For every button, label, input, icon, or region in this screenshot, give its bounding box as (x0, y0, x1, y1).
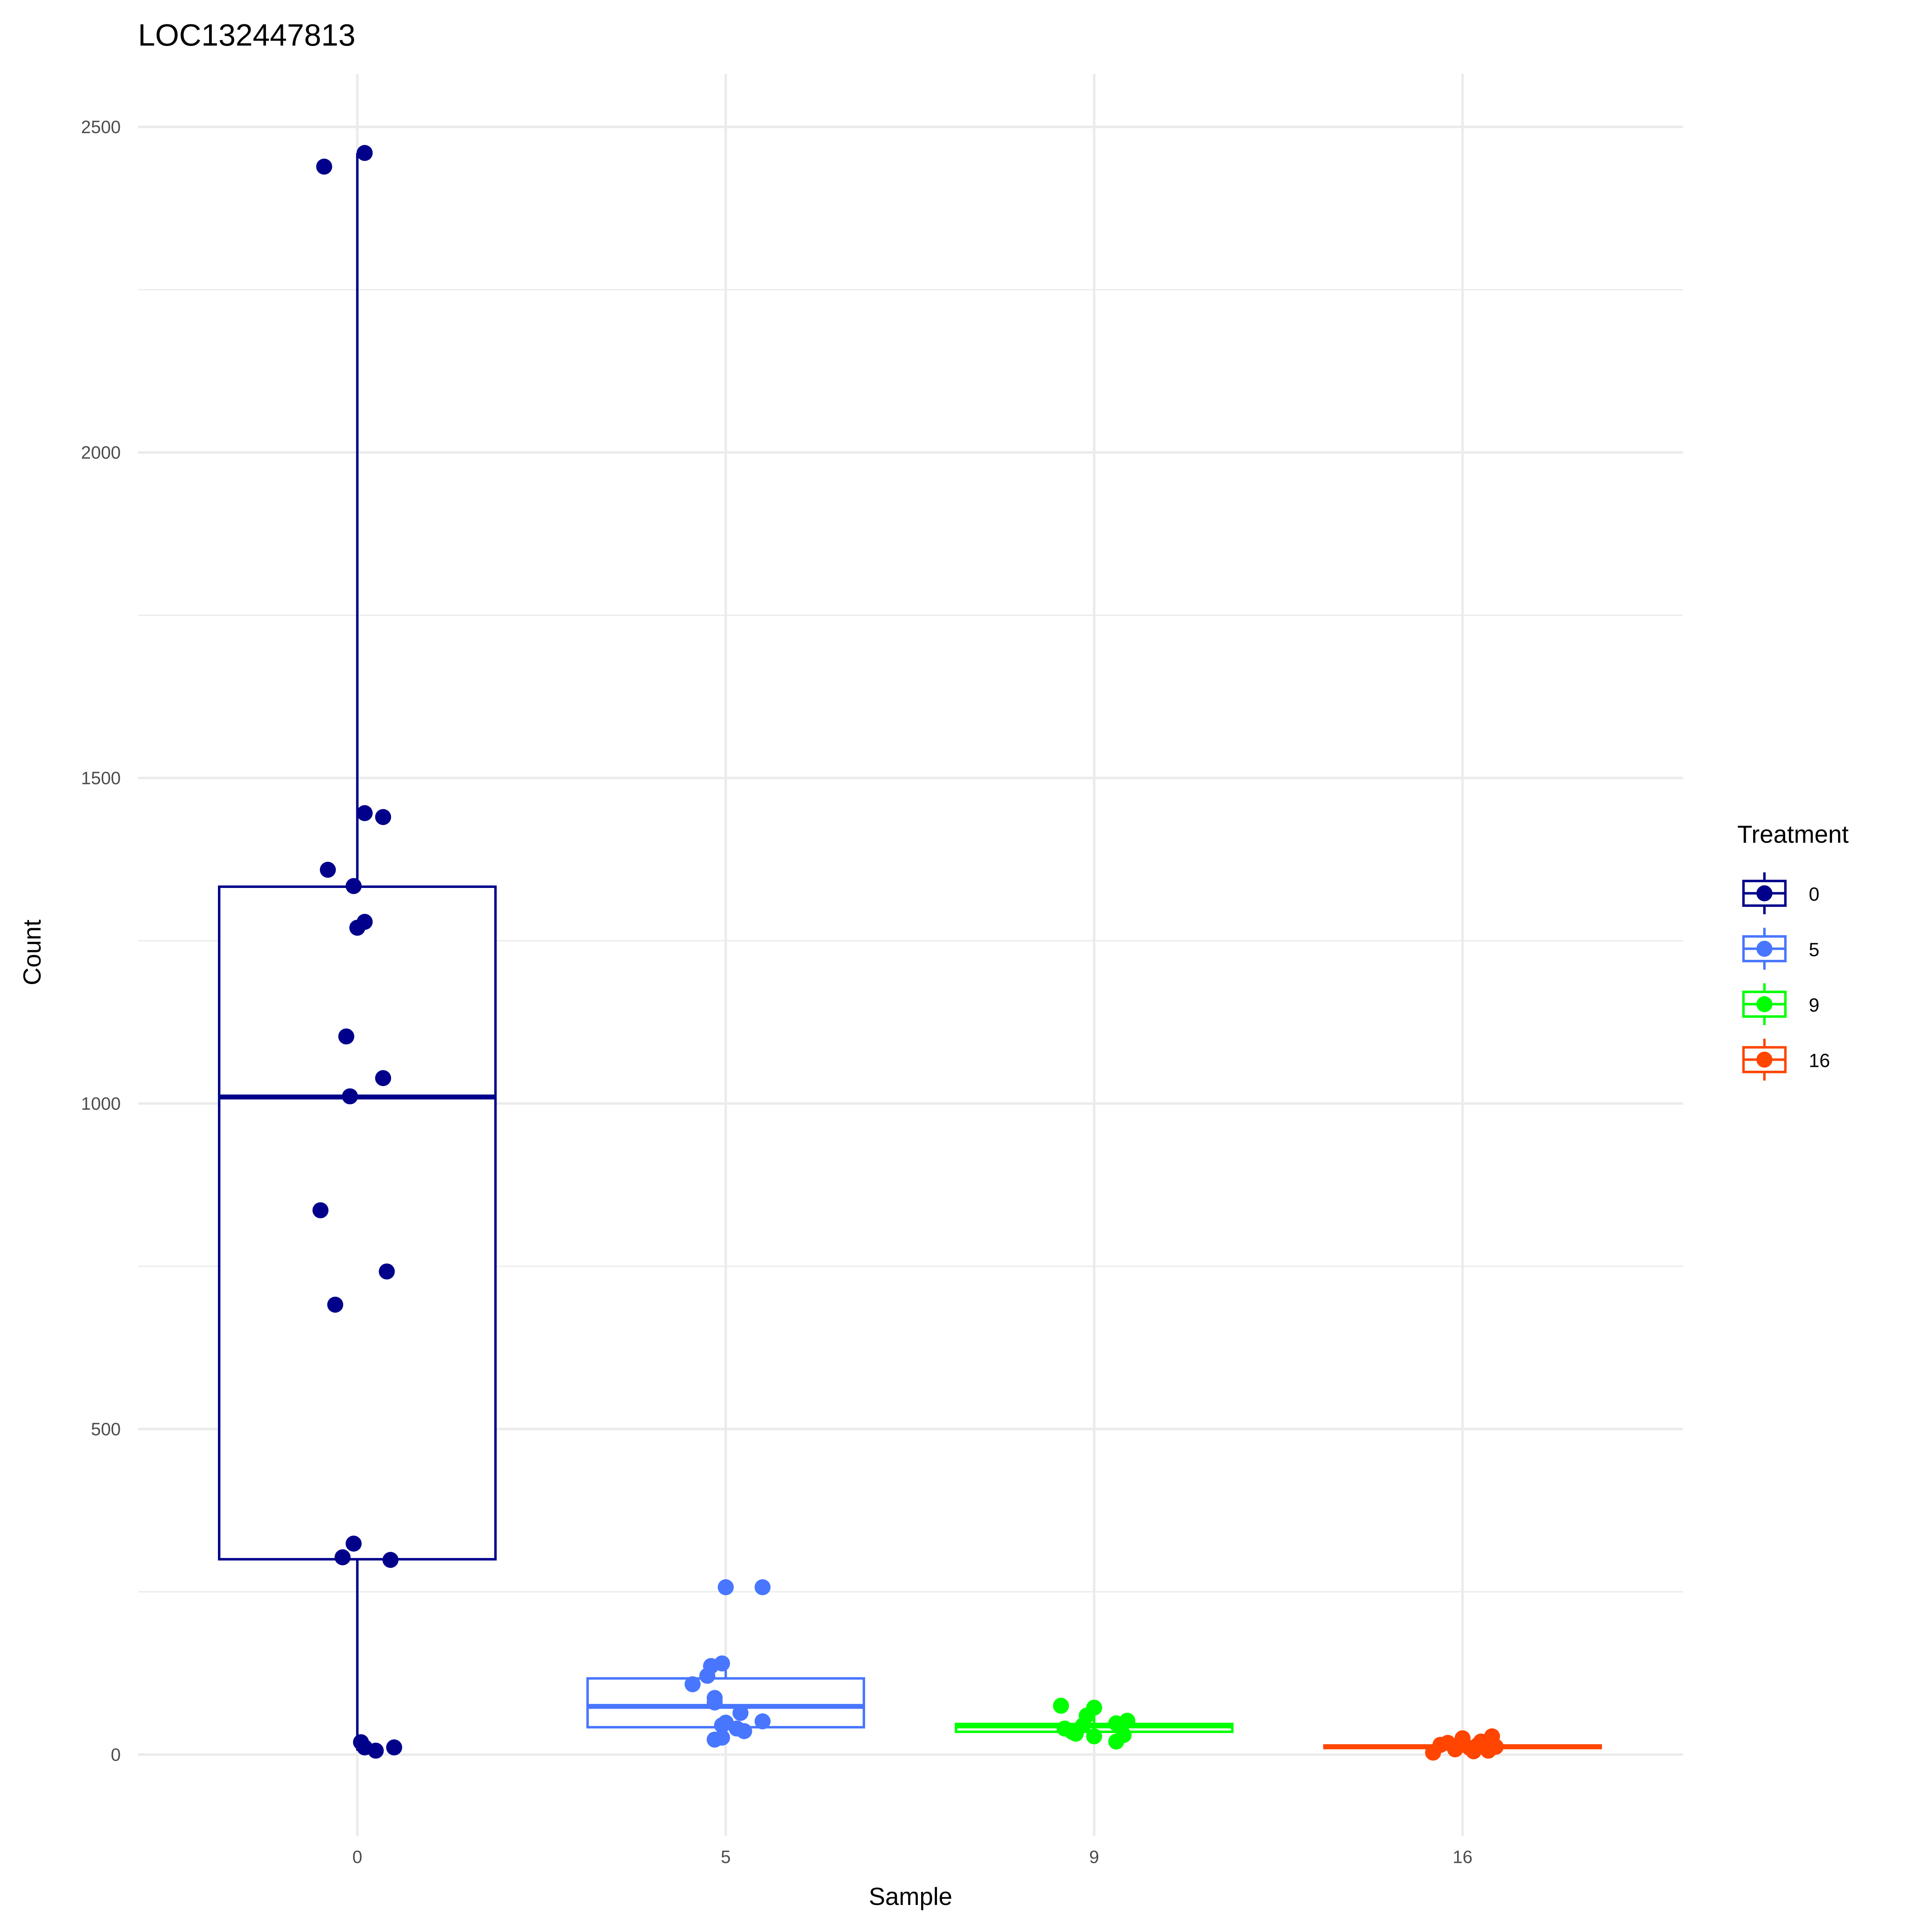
boxes (218, 153, 1602, 1753)
legend-label: 16 (1809, 1050, 1830, 1071)
data-point (718, 1579, 734, 1595)
x-tick-label: 9 (1089, 1847, 1099, 1867)
data-point (1053, 1697, 1069, 1714)
data-point (684, 1676, 701, 1692)
data-point (754, 1713, 771, 1730)
data-point (1108, 1715, 1124, 1731)
data-point (357, 145, 373, 161)
data-point (1488, 1738, 1504, 1755)
data-point (1075, 1717, 1091, 1733)
box-rect (218, 885, 497, 1561)
x-tick-label: 5 (721, 1847, 731, 1867)
data-point (375, 809, 391, 825)
data-point (334, 1549, 351, 1566)
y-tick-label: 2000 (81, 442, 121, 463)
data-point (732, 1705, 749, 1721)
data-point (349, 920, 366, 936)
legend-item-9: 9 (1742, 983, 1820, 1026)
x-axis-ticks: 0 5 9 16 (352, 1847, 1473, 1867)
x-tick-label: 16 (1452, 1847, 1472, 1867)
legend-key-point (1756, 940, 1773, 957)
y-tick-label: 500 (91, 1419, 121, 1439)
data-point (386, 1739, 402, 1756)
data-point (316, 158, 332, 175)
data-point (754, 1579, 771, 1595)
data-point (357, 805, 373, 821)
data-point (714, 1655, 730, 1672)
y-tick-label: 0 (111, 1745, 121, 1765)
data-point (706, 1694, 723, 1711)
data-point (729, 1720, 745, 1737)
data-point (714, 1717, 730, 1733)
data-point (1116, 1727, 1132, 1743)
legend-key-point (1756, 885, 1773, 901)
data-point (1086, 1728, 1102, 1745)
legend-item-0: 0 (1742, 872, 1820, 915)
data-point (327, 1296, 344, 1313)
y-tick-label: 1500 (81, 768, 121, 788)
legend-item-5: 5 (1742, 928, 1820, 970)
data-point (714, 1730, 730, 1746)
data-point (342, 1088, 358, 1105)
data-point (320, 862, 336, 878)
legend-label: 0 (1809, 884, 1819, 905)
data-point (345, 878, 362, 894)
x-axis-title: Sample (869, 1883, 952, 1910)
x-tick-label: 0 (352, 1847, 362, 1867)
legend-title: Treatment (1737, 820, 1849, 848)
data-point (699, 1668, 716, 1684)
legend-key-point (1756, 996, 1773, 1012)
data-point (382, 1552, 399, 1568)
data-point (379, 1263, 395, 1280)
data-point (338, 1028, 354, 1045)
y-tick-label: 1000 (81, 1094, 121, 1114)
chart-title: LOC132447813 (138, 18, 355, 52)
data-point (375, 1070, 391, 1086)
y-axis-title: Count (18, 920, 46, 985)
box-0 (218, 153, 497, 1751)
data-point (1465, 1743, 1482, 1760)
legend-label: 5 (1809, 939, 1819, 960)
data-point (345, 1536, 362, 1552)
y-axis-ticks: 0 500 1000 1500 2000 2500 (81, 117, 121, 1764)
legend-key-point (1756, 1051, 1773, 1068)
legend-item-16: 16 (1742, 1039, 1830, 1081)
data-point (312, 1202, 329, 1218)
legend: Treatment 0 5 9 16 (1737, 820, 1849, 1081)
y-tick-label: 2500 (81, 117, 121, 137)
legend-label: 9 (1809, 995, 1819, 1016)
points (312, 145, 1504, 1761)
data-point (367, 1742, 384, 1759)
